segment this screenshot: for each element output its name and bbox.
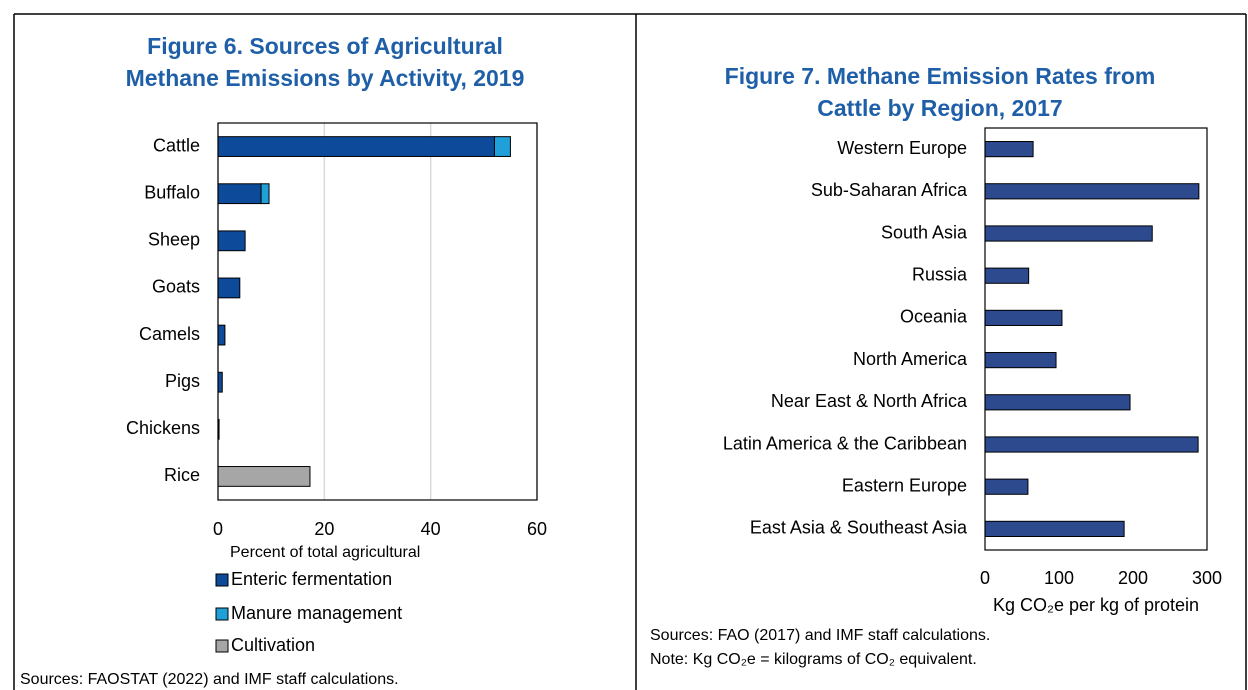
y-tick-label: Latin America & the Caribbean [723,433,967,453]
y-tick-label: Western Europe [837,138,967,158]
y-tick-label: Rice [164,465,200,485]
bar [984,478,1029,495]
y-tick-label: Near East & North Africa [771,391,968,411]
x-tick-label: 200 [1118,568,1148,588]
y-tick-label: Chickens [126,418,200,438]
bar-segment [260,183,270,205]
note: Note: Kg CO₂e = kilograms of CO₂ equival… [650,651,977,668]
x-tick-label: 100 [1044,568,1074,588]
y-tick-label: Goats [152,277,200,297]
legend-label: Manure management [231,603,402,623]
bar [984,394,1131,411]
x-axis-label: Kg CO₂e per kg of protein [993,595,1199,615]
source: Sources: FAO (2017) and IMF staff calcul… [650,627,990,644]
y-tick-label: North America [853,349,968,369]
y-tick-label: Sheep [148,230,200,250]
legend-swatch [215,639,229,653]
source: Sources: FAOSTAT (2022) and IMF staff ca… [20,671,399,688]
bar-segment [217,136,495,157]
y-tick-label: Sub-Saharan Africa [811,180,968,200]
legend-swatch [215,573,229,587]
y-tick-label: Oceania [900,307,968,327]
x-tick-label: 40 [421,519,441,539]
bar-segment [217,324,226,346]
legend-label: Enteric fermentation [231,569,392,589]
plot-border [217,122,538,501]
x-tick-label: 300 [1192,568,1222,588]
y-tick-label: Eastern Europe [842,475,967,495]
bar-segment [217,230,246,252]
bar [984,141,1034,158]
y-tick-label: South Asia [881,222,968,242]
x-tick-label: 60 [527,519,547,539]
legend-label: Cultivation [231,635,315,655]
y-tick-label: Cattle [153,135,200,155]
bar [984,267,1030,284]
x-axis-label: Percent of total agricultural [230,544,420,561]
x-tick-label: 20 [314,519,334,539]
x-tick-label: 0 [980,568,990,588]
y-tick-label: Buffalo [144,182,200,202]
y-tick-label: East Asia & Southeast Asia [750,518,968,538]
bar [984,520,1125,537]
bar-segment [217,466,311,487]
bar-segment [217,183,262,205]
bar-segment [217,277,241,299]
y-tick-label: Russia [912,264,968,284]
bar [984,183,1200,200]
bar [984,352,1057,369]
chart-title: Figure 7. Methane Emission Rates from Cat… [725,63,1156,121]
bar-segment [493,136,511,157]
y-tick-label: Camels [139,324,200,344]
bar [984,436,1199,453]
plot-border [984,127,1208,551]
legend-swatch [215,607,229,621]
bar [984,225,1153,242]
chart-title: Figure 6. Sources of Agricultural Methane… [126,33,525,91]
bar-segment [217,371,223,393]
y-tick-label: Pigs [165,371,200,391]
x-tick-label: 0 [213,519,223,539]
bar [984,309,1063,326]
